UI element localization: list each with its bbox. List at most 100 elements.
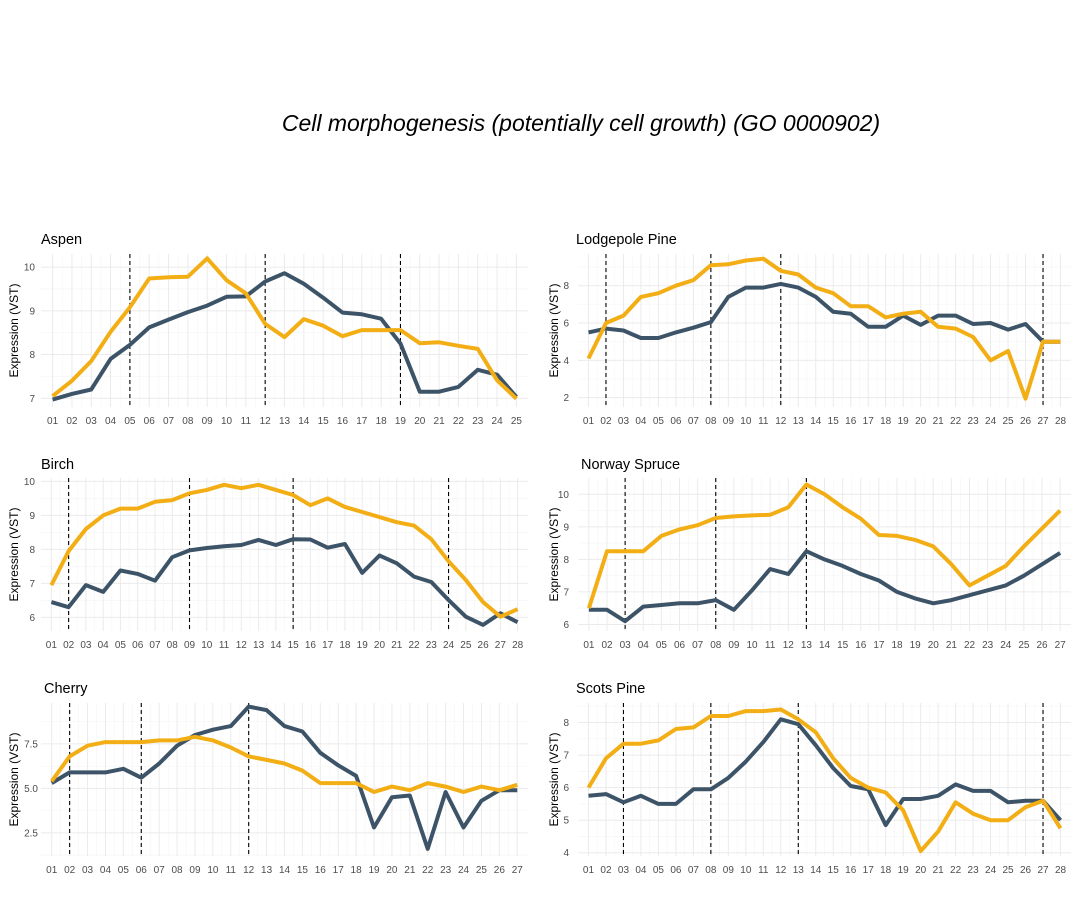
x-tick-label: 15 <box>837 640 849 651</box>
x-tick-label: 17 <box>322 640 334 651</box>
x-tick-label: 22 <box>964 640 976 651</box>
y-tick-label: 9 <box>29 511 35 522</box>
x-tick-label: 12 <box>243 865 255 876</box>
y-axis-label: Expression (VST) <box>7 283 21 377</box>
x-tick-label: 01 <box>583 640 595 651</box>
x-tick-label: 28 <box>512 640 524 651</box>
x-tick-label: 01 <box>46 865 58 876</box>
x-tick-label: 19 <box>898 416 910 427</box>
x-tick-label: 10 <box>221 416 233 427</box>
x-tick-label: 20 <box>374 640 386 651</box>
y-tick-label: 7 <box>29 394 35 405</box>
x-tick-label: 11 <box>765 640 776 651</box>
x-tick-label: 24 <box>985 865 997 876</box>
x-tick-label: 15 <box>828 865 840 876</box>
x-tick-label: 13 <box>793 865 805 876</box>
x-tick-label: 19 <box>368 865 380 876</box>
x-tick-label: 08 <box>710 640 722 651</box>
x-tick-label: 26 <box>1020 865 1032 876</box>
x-tick-label: 12 <box>783 640 795 651</box>
x-tick-label: 19 <box>898 865 910 876</box>
x-tick-label: 17 <box>356 416 368 427</box>
y-tick-label: 2.5 <box>24 828 38 839</box>
x-tick-label: 20 <box>928 640 940 651</box>
x-tick-label: 19 <box>395 416 407 427</box>
x-tick-label: 08 <box>705 865 717 876</box>
x-tick-label: 27 <box>495 640 507 651</box>
series-line <box>586 256 1061 401</box>
x-tick-label: 04 <box>98 640 110 651</box>
x-tick-label: 11 <box>758 416 769 427</box>
x-tick-label: 16 <box>845 416 857 427</box>
x-tick-label: 13 <box>261 865 273 876</box>
x-tick-label: 01 <box>46 640 58 651</box>
x-tick-label: 11 <box>219 640 230 651</box>
x-tick-label: 16 <box>305 640 317 651</box>
x-tick-label: 04 <box>105 416 117 427</box>
y-axis-label: Expression (VST) <box>7 507 21 601</box>
series-line <box>588 281 1061 344</box>
x-tick-label: 18 <box>351 865 363 876</box>
panel-title: Birch <box>41 457 74 473</box>
x-tick-label: 09 <box>184 640 196 651</box>
y-axis-label: Expression (VST) <box>7 732 21 826</box>
x-tick-label: 13 <box>793 416 805 427</box>
x-tick-label: 22 <box>408 640 420 651</box>
x-tick-label: 18 <box>880 416 892 427</box>
y-tick-label: 6 <box>563 620 569 631</box>
y-tick-label: 4 <box>563 356 569 367</box>
x-tick-label: 02 <box>600 416 612 427</box>
x-tick-label: 07 <box>692 640 704 651</box>
x-tick-label: 17 <box>333 865 345 876</box>
y-axis-label: Expression (VST) <box>547 732 561 826</box>
panel-2: 6 7 8 9 10 01 02 03 04 05 06 07 08 09 10 11 12 13 14 15 16 17… <box>7 457 528 651</box>
x-tick-label: 14 <box>810 416 822 427</box>
panel-4: 2.5 5.0 7.5 01 02 03 04 05 06 07 08 09 10 11 12 13 14 15 1… <box>7 681 528 876</box>
x-tick-label: 24 <box>458 865 470 876</box>
x-tick-label: 06 <box>132 640 144 651</box>
x-tick-label: 02 <box>63 640 75 651</box>
x-tick-label: 04 <box>638 640 650 651</box>
series-line <box>586 482 1062 609</box>
y-tick-label: 8 <box>563 281 569 292</box>
x-tick-label: 17 <box>863 865 875 876</box>
x-tick-label: 16 <box>855 640 867 651</box>
x-tick-label: 05 <box>115 640 127 651</box>
x-tick-label: 06 <box>670 416 682 427</box>
x-tick-label: 21 <box>946 640 958 651</box>
x-tick-label: 25 <box>511 416 523 427</box>
x-tick-label: 21 <box>434 416 446 427</box>
x-tick-label: 12 <box>260 416 272 427</box>
x-tick-label: 26 <box>1020 416 1032 427</box>
x-tick-label: 10 <box>740 865 752 876</box>
x-tick-label: 24 <box>492 416 504 427</box>
x-tick-label: 16 <box>845 865 857 876</box>
x-tick-label: 12 <box>775 865 787 876</box>
x-tick-label: 18 <box>880 865 892 876</box>
x-tick-label: 24 <box>443 640 455 651</box>
x-tick-label: 01 <box>583 416 595 427</box>
x-tick-label: 03 <box>80 640 92 651</box>
x-tick-label: 22 <box>422 865 434 876</box>
x-tick-label: 12 <box>236 640 248 651</box>
x-tick-label: 03 <box>618 865 630 876</box>
y-tick-label: 7 <box>563 587 569 598</box>
y-tick-label: 4 <box>563 848 569 859</box>
y-tick-label: 6 <box>29 613 35 624</box>
x-tick-label: 01 <box>47 416 59 427</box>
x-tick-label: 07 <box>154 865 166 876</box>
x-tick-label: 11 <box>758 865 769 876</box>
x-tick-label: 08 <box>182 416 194 427</box>
x-tick-label: 09 <box>202 416 214 427</box>
x-tick-label: 06 <box>674 640 686 651</box>
y-axis-label: Expression (VST) <box>547 283 561 377</box>
x-tick-label: 15 <box>318 416 330 427</box>
y-tick-label: 9 <box>563 522 569 533</box>
y-tick-label: 8 <box>563 718 569 729</box>
x-tick-label: 23 <box>472 416 484 427</box>
y-axis-label: Expression (VST) <box>547 507 561 601</box>
x-tick-label: 06 <box>670 865 682 876</box>
x-tick-label: 02 <box>64 865 76 876</box>
x-tick-label: 25 <box>1003 416 1015 427</box>
